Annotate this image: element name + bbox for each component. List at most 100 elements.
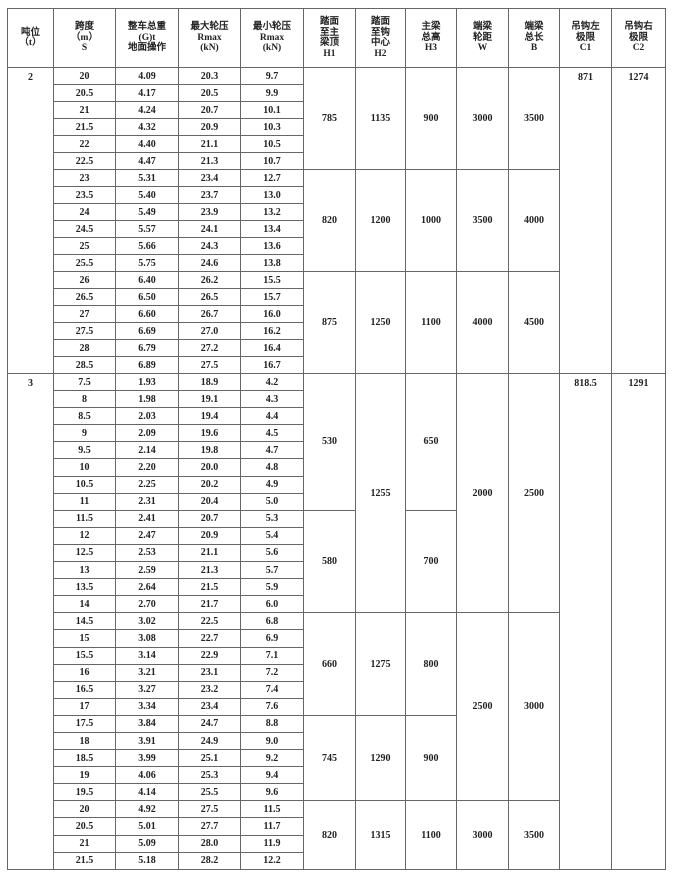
span-cell: 25.5 (53, 254, 116, 272)
rmin-cell: 9.4 (240, 766, 304, 785)
weight-cell: 5.49 (115, 203, 179, 221)
span-cell: 12.5 (53, 543, 116, 563)
header-line: 梁顶 (319, 38, 339, 48)
table-row: 21.5 4.32 20.9 10.3 (8, 118, 666, 136)
rmax-cell: 21.1 (178, 135, 241, 153)
span-cell: 19 (53, 766, 116, 785)
rmin-cell: 5.9 (240, 578, 304, 597)
table-row: 19.5 4.14 25.5 9.6 (8, 783, 666, 802)
span-cell: 27.5 (53, 322, 116, 340)
rmin-cell: 16.7 (240, 356, 304, 374)
header-line: 极限 (628, 32, 648, 43)
header-line: 至钩 (370, 27, 390, 38)
rmax-cell: 26.7 (178, 305, 241, 323)
rmin-cell: 13.6 (240, 237, 304, 255)
rmin-cell: 15.7 (240, 288, 304, 306)
header-line: (kN) (200, 43, 219, 54)
rmin-cell: 13.8 (240, 254, 304, 272)
rmax-cell: 20.9 (178, 526, 241, 545)
span-cell: 21.5 (53, 851, 116, 870)
weight-cell: 4.92 (115, 800, 179, 819)
weight-cell: 4.32 (115, 118, 179, 136)
h2-cell: 1315 (355, 800, 406, 870)
table-row: 20.5 5.01 27.7 11.7 (8, 817, 666, 836)
header-line: 地面操作 (127, 43, 166, 54)
h2-cell: 1255 (355, 372, 406, 614)
span-cell: 28 (53, 339, 116, 357)
rmax-cell: 20.5 (178, 84, 241, 102)
weight-cell: 3.99 (115, 749, 179, 768)
rmax-cell: 19.8 (178, 441, 241, 460)
rmax-cell: 24.9 (178, 731, 241, 751)
table-row: 21.5 5.18 28.2 12.2 (8, 851, 666, 870)
header-rmax: 最大轮压 Rmax (kN) (178, 8, 241, 68)
rmax-cell: 19.1 (178, 390, 241, 409)
rmin-cell: 9.7 (240, 67, 304, 85)
h1-cell: 660 (303, 612, 356, 716)
rmax-cell: 23.4 (178, 697, 241, 716)
rmin-cell: 5.3 (240, 509, 304, 528)
weight-cell: 6.50 (115, 288, 179, 306)
b-cell: 4000 (508, 169, 560, 272)
rmin-cell: 8.8 (240, 714, 304, 733)
weight-cell: 2.59 (115, 561, 179, 580)
weight-cell: 5.31 (115, 169, 179, 187)
span-cell: 13.5 (53, 578, 116, 597)
rmax-cell: 23.2 (178, 680, 241, 699)
weight-cell: 4.17 (115, 84, 179, 102)
header-w: 端梁 轮距 W (456, 8, 509, 68)
weight-cell: 3.08 (115, 629, 179, 648)
weight-cell: 5.66 (115, 237, 179, 255)
header-line: 吨位 (20, 27, 40, 38)
span-cell: 15 (53, 629, 116, 648)
h1-cell: 745 (303, 714, 356, 802)
rmin-cell: 4.8 (240, 458, 304, 477)
rmax-cell: 24.6 (178, 254, 241, 272)
header-line: 端梁 (524, 22, 544, 33)
rmin-cell: 9.6 (240, 783, 304, 802)
rmin-cell: 11.7 (240, 817, 304, 836)
table-row: 20 4.92 27.5 11.5 820 1315 1100 3000 3500 (8, 800, 666, 870)
h3-cell: 650 (405, 373, 457, 511)
header-line: （t） (19, 38, 42, 48)
header-span: 跨度 （m） S (53, 8, 116, 68)
span-cell: 14.5 (53, 612, 116, 631)
span-cell: 11.5 (53, 509, 116, 528)
rmin-cell: 16.0 (240, 305, 304, 323)
span-cell: 10 (53, 458, 116, 477)
h1-cell: 820 (303, 169, 356, 272)
span-cell: 24 (53, 203, 116, 221)
rmin-cell: 4.9 (240, 475, 304, 494)
weight-cell: 2.47 (115, 526, 179, 545)
h3-cell: 1100 (405, 271, 457, 374)
rmin-cell: 9.0 (240, 731, 304, 751)
h3-cell: 1100 (405, 800, 457, 870)
header-line: 最大轮压 (190, 22, 229, 33)
span-cell: 26.5 (53, 288, 116, 306)
rmax-cell: 27.7 (178, 817, 241, 836)
header-line: (kN) (262, 43, 282, 54)
rmax-cell: 23.1 (178, 663, 241, 682)
header-line: H2 (374, 48, 387, 59)
weight-cell: 3.84 (115, 714, 179, 733)
h1-cell: 820 (303, 800, 356, 870)
span-cell: 27 (53, 305, 116, 323)
weight-cell: 5.09 (115, 834, 179, 853)
table-row: 12 2.47 20.9 5.4 (8, 526, 666, 545)
h3-cell: 1000 (405, 169, 457, 272)
header-line: （m） (71, 32, 98, 43)
span-cell: 9 (53, 424, 116, 443)
header-line: (G)t (138, 32, 156, 43)
weight-cell: 2.09 (115, 424, 179, 443)
header-row: 吨位 （t） 跨度 （m） S 整车总重 (G)t 地面操作 最大轮压 Rmax (kN) 最小轮压 R… (7, 8, 666, 68)
h1-cell: 785 (303, 67, 356, 170)
b-cell: 3500 (508, 800, 560, 870)
rmax-cell: 26.2 (178, 271, 241, 289)
span-cell: 20.5 (53, 817, 116, 836)
w-cell: 3000 (456, 800, 509, 870)
table-row: 28 6.79 27.2 16.4 (8, 339, 666, 357)
header-line: H1 (323, 48, 336, 59)
span-cell: 25 (53, 237, 116, 255)
rmax-cell: 19.4 (178, 407, 241, 426)
w-cell: 2500 (456, 612, 509, 802)
